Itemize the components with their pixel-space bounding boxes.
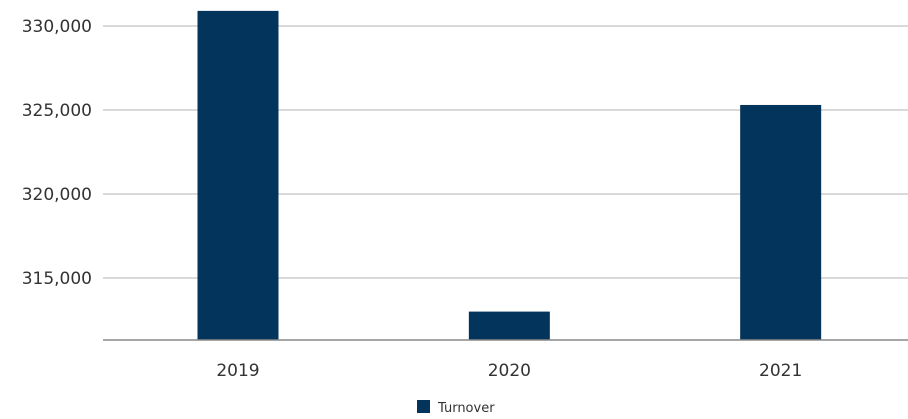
x-tick-label: 2021 bbox=[759, 361, 802, 381]
bar-2019 bbox=[197, 10, 279, 340]
legend: Turnover bbox=[417, 400, 495, 416]
y-tick-label: 325,000 bbox=[22, 101, 92, 121]
x-tick-label: 2020 bbox=[488, 361, 531, 381]
y-tick-label: 320,000 bbox=[22, 185, 92, 205]
legend-swatch-turnover bbox=[417, 400, 430, 413]
legend-label-turnover: Turnover bbox=[437, 401, 495, 414]
bar-2021 bbox=[740, 104, 822, 341]
x-tick-label: 2019 bbox=[216, 361, 259, 381]
y-tick-label: 315,000 bbox=[22, 269, 92, 289]
bar-layer bbox=[197, 10, 822, 341]
x-tick-labels: 2019 2020 2021 bbox=[216, 361, 802, 381]
y-tick-labels: 315,000 320,000 325,000 330,000 bbox=[22, 17, 92, 289]
bar-2020 bbox=[468, 311, 550, 340]
y-tick-label: 330,000 bbox=[22, 17, 92, 37]
